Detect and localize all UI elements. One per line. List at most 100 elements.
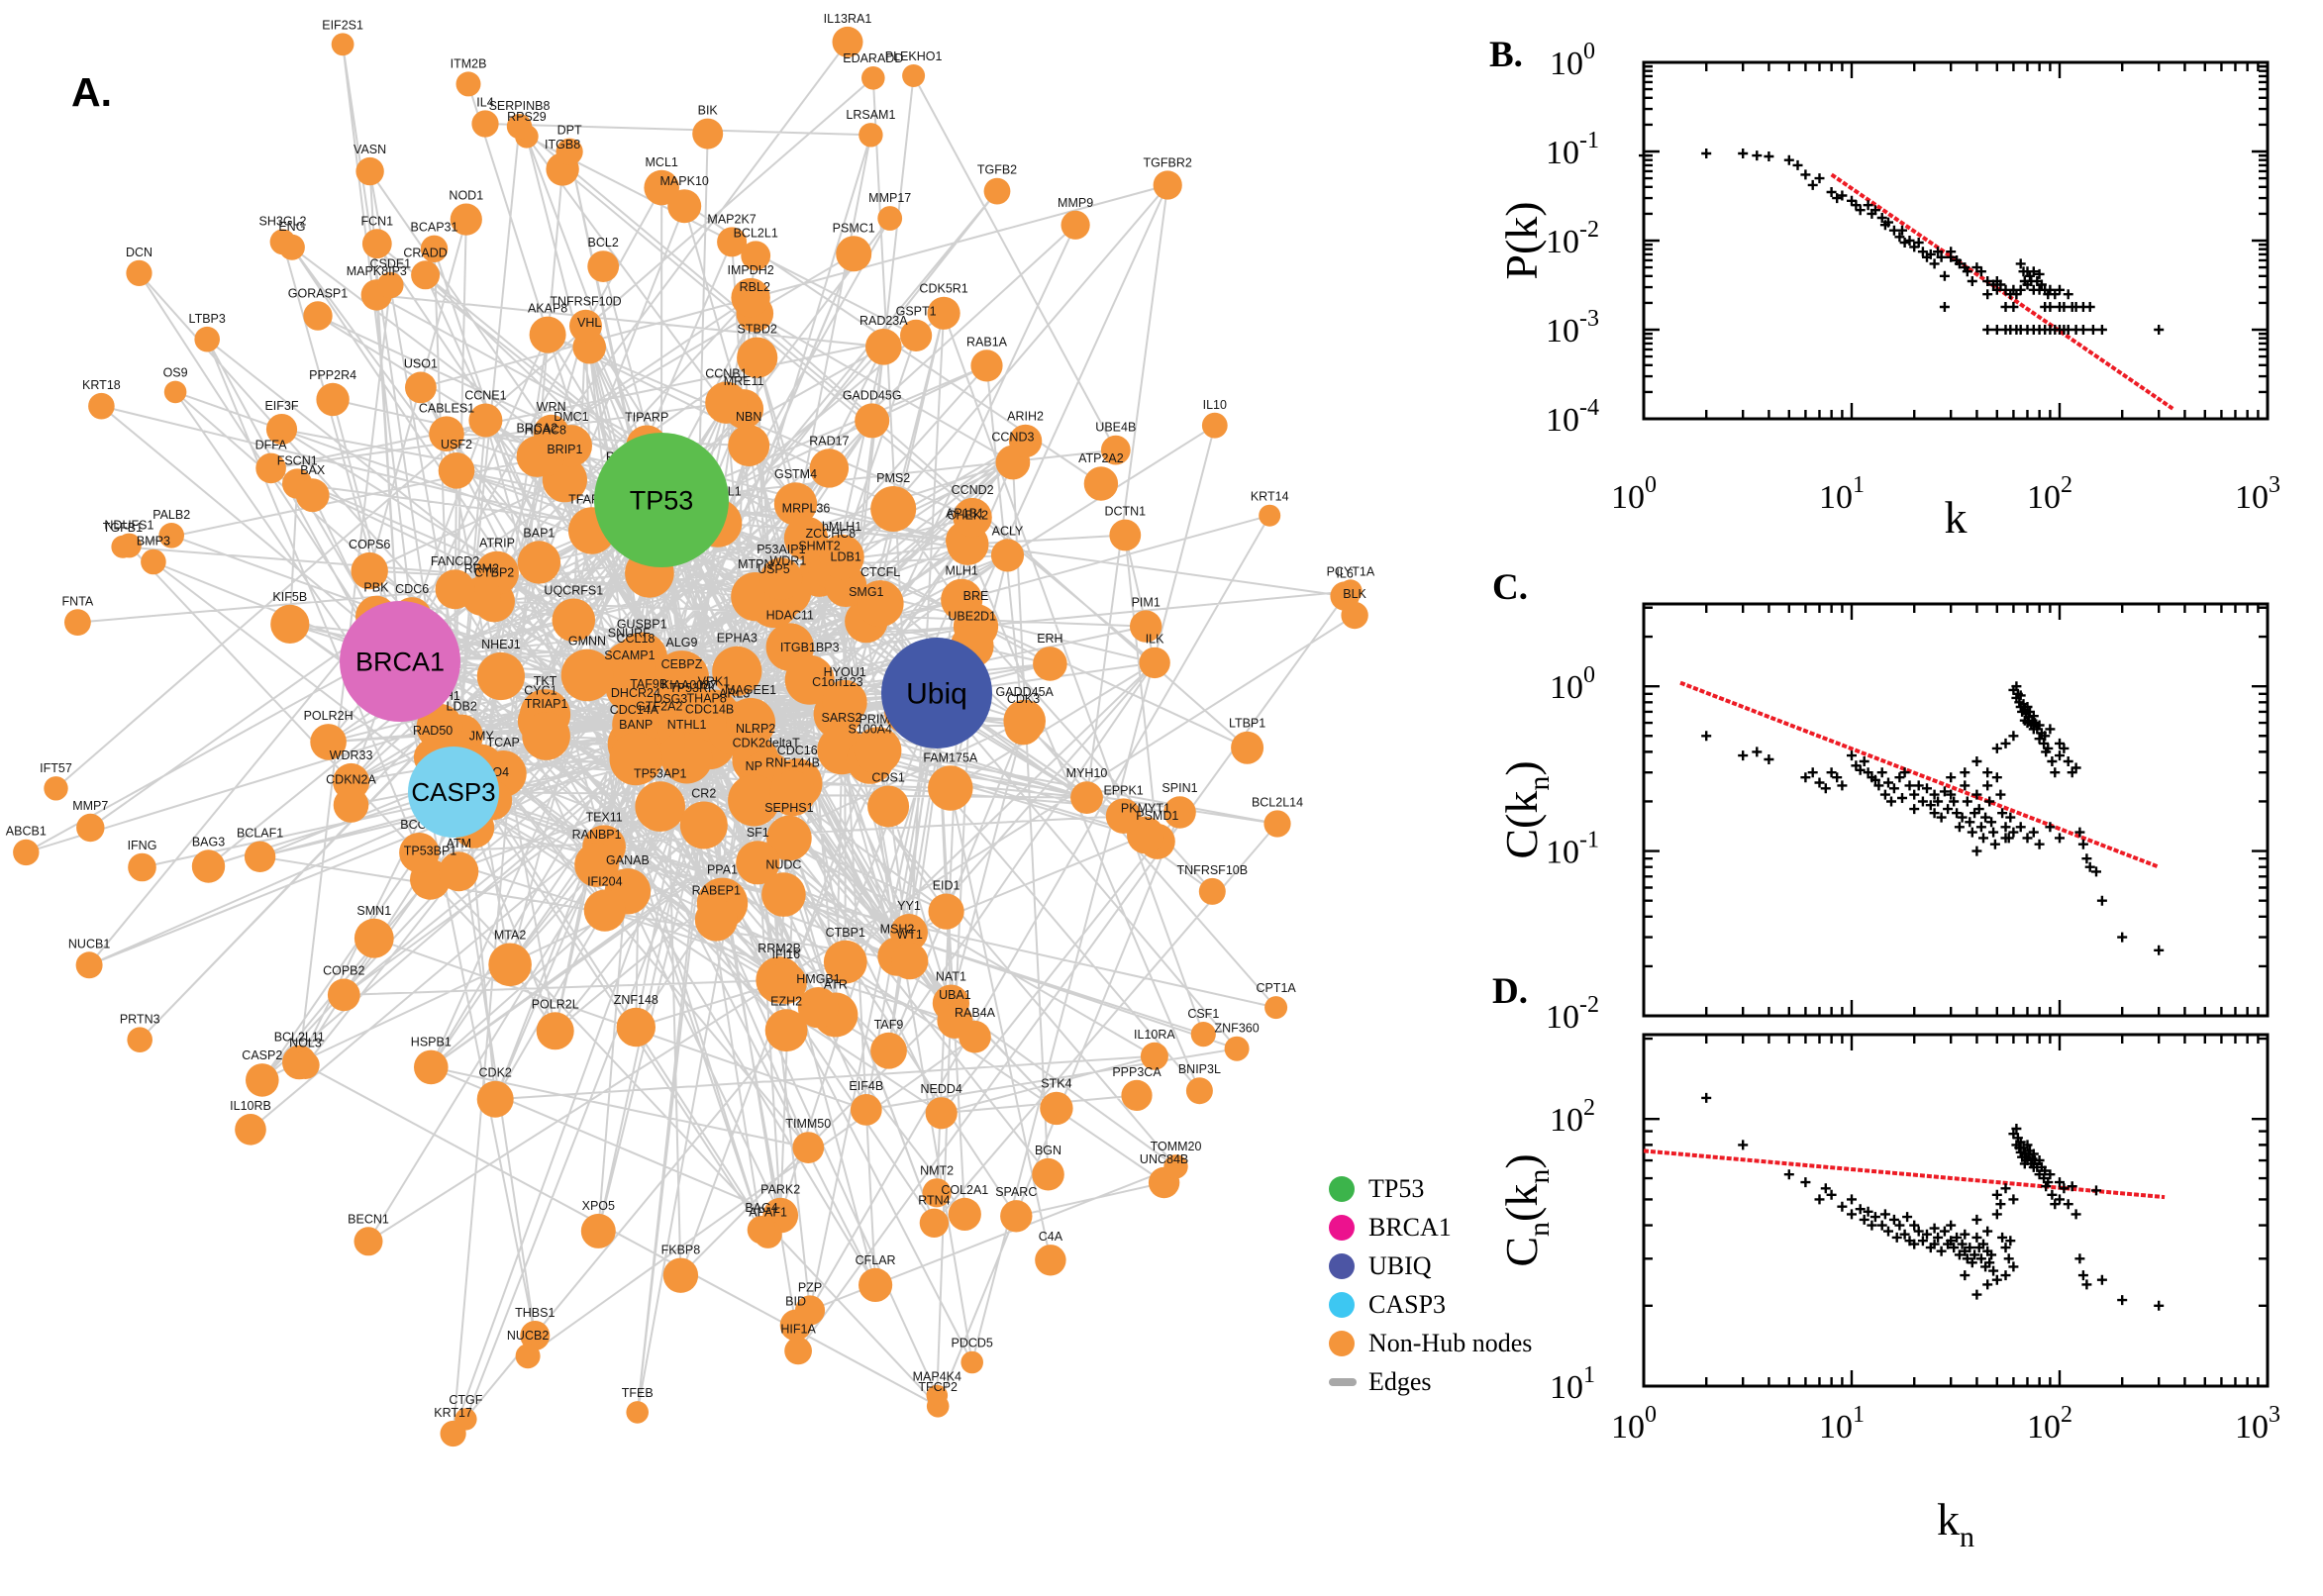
node [783,516,829,560]
x-tick-label: 100 [1611,1402,1657,1446]
node-label: DPT [557,124,582,138]
node-label: SF1 [747,826,769,840]
y-tick-label: 10-1 [1546,828,1599,871]
node [726,697,776,748]
node [399,833,440,873]
node [717,227,748,257]
node [420,235,449,262]
node [797,987,840,1029]
node [291,1050,320,1080]
node [1121,1079,1153,1111]
node [1033,647,1067,681]
node [712,646,762,697]
node [970,349,1003,382]
node-label: SERPINB8 [489,99,551,113]
node [836,236,872,272]
node-label: TKT [534,674,557,688]
node-label: BAG4 [745,1201,777,1215]
node-label: TNFRSF10B [1177,863,1249,877]
node-label: RABEP1 [692,884,741,898]
node-label: IL6 [1336,566,1353,580]
node [1109,519,1142,551]
node-label: CFLAR [856,1253,896,1267]
node-label: NUCB1 [68,937,110,950]
node [13,839,40,866]
node-label: ITM2B [451,56,487,70]
node-label: EIF3F [264,399,298,413]
legend: TP53 BRCA1 UBIQ CASP3 Non-Hub nodes Edges [1329,1174,1532,1406]
node-label: BLK [1343,587,1366,601]
panel-c-label: C. [1492,567,1528,608]
node-label: TGFBR2 [1144,155,1192,169]
node-label: ABCB1 [6,825,47,839]
plot-ckn: 100 10-1 10-2 C(kn) [1496,602,2270,1036]
node [679,801,728,849]
node [948,1197,981,1231]
node-label: VHL [577,316,601,330]
node-label: CTCFL [860,565,900,579]
node [75,951,103,979]
node-label: SNURF [608,627,651,641]
node-label: CASP2 [242,1048,282,1062]
node-label: RANBP1 [572,828,622,842]
panel-a-label: A. [71,69,112,115]
panel-d-label: D. [1492,971,1528,1012]
node-label: LTBP3 [189,312,226,326]
node-label: NTHL1 [667,718,707,732]
axis-frame [1642,60,2270,421]
node-label: FANCD2 [431,554,479,568]
node [890,914,928,951]
node [1083,466,1119,501]
node-label: BCLAF1 [237,827,283,841]
node-label: BID [785,1295,806,1309]
node [471,110,499,138]
node-label: LDB2 [447,700,477,714]
hub-node-casp3 [408,747,499,838]
x-tick-label: 101 [1819,472,1865,516]
node [855,403,890,439]
node-label: CDS1 [871,771,904,785]
fit-line [1830,172,2174,411]
node [439,851,479,892]
node-label: PDCD5 [952,1337,993,1350]
node-label: CTBP2 [474,566,514,580]
node-label: CDC14B [685,703,734,717]
y-axis-label: C(kn) [1496,760,1556,858]
node-label: TIMM50 [785,1117,831,1131]
node [616,1007,656,1047]
node-label: RAD17 [809,434,849,448]
node [1190,1022,1216,1047]
node [533,414,569,450]
node-label: IL13RA1 [824,12,872,26]
node [764,962,807,1005]
node-label: CCND2 [952,483,994,497]
node-label: EIF2S1 [322,18,363,32]
node-label: CDK2 [479,1066,512,1080]
node-label: ZNF148 [614,993,658,1007]
node-label: CDC14A [610,703,659,717]
node [1060,210,1090,240]
node-label: BECN1 [348,1212,389,1226]
data-points [1701,681,2165,955]
node-label: DFFA [255,439,288,452]
node-label: CCNB1 [705,367,747,381]
node [126,259,152,286]
node [728,425,770,466]
node-label: CDK2deltaT [733,737,800,750]
node [355,156,384,186]
node [870,1032,907,1069]
node [773,482,818,526]
node-label: TIPARP [625,411,668,425]
node [603,641,656,693]
legend-item-label: CASP3 [1368,1290,1447,1319]
node-label: PRTN3 [120,1012,160,1026]
node-label: MAP2K7 [707,212,756,226]
node [278,234,305,260]
node-label: ACLY [992,524,1024,538]
node-label: CTBP1 [826,926,865,940]
node-label: MAPK8IP3 [347,264,407,278]
node-label: S100A4 [848,722,892,736]
node-label: HDAC8 [525,424,566,438]
node-label: MAGEE1 [725,683,776,697]
